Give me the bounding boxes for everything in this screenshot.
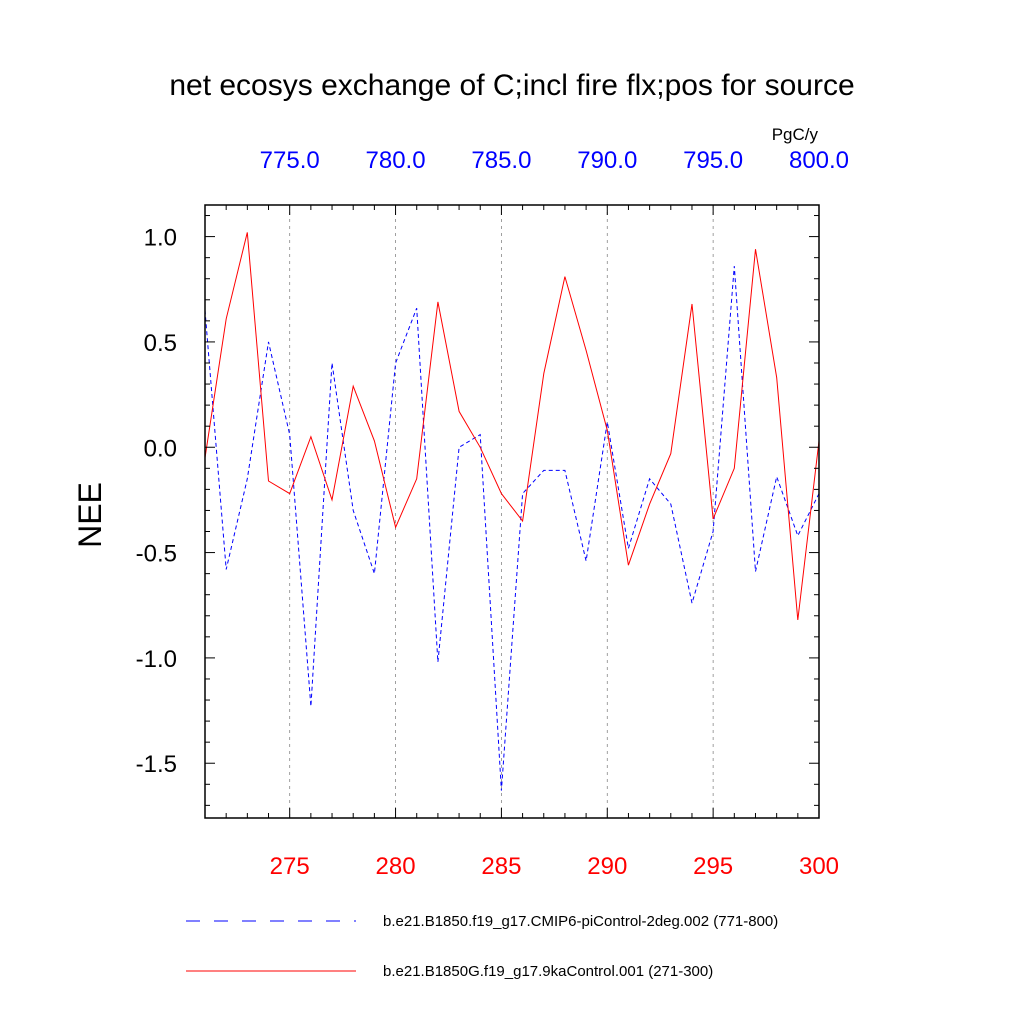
- y-tick-label: 1.0: [144, 225, 177, 252]
- top-x-tick-label: 785.0: [471, 147, 531, 174]
- chart-title: net ecosys exchange of C;incl fire flx;p…: [169, 69, 854, 102]
- series-layer: [204, 232, 820, 791]
- x-tick-label: 285: [481, 853, 521, 880]
- y-axis-label: NEE: [72, 482, 108, 548]
- x-tick-label: 300: [799, 853, 839, 880]
- axis-tick-labels: 1.0 0.5 0.0 -0.5 -1.0 -1.5 275 280 285 290 295 300 7…: [136, 147, 849, 880]
- legend-label-cmip6-picontrol: b.e21.B1850.f19_g17.CMIP6-piControl-2deg…: [383, 913, 778, 930]
- series-line-0: [204, 266, 820, 791]
- x-tick-label: 280: [376, 853, 416, 880]
- plot-frame: [204, 204, 820, 819]
- legend: b.e21.B1850.f19_g17.CMIP6-piControl-2deg…: [186, 913, 778, 980]
- top-x-tick-label: 780.0: [366, 147, 426, 174]
- legend-label-9ka-control: b.e21.B1850G.f19_g17.9kaControl.001 (271…: [383, 963, 713, 980]
- x-tick-label: 290: [587, 853, 627, 880]
- y-tick-label: -1.5: [136, 751, 177, 778]
- y-tick-label: 0.5: [144, 330, 177, 357]
- y-tick-label: -0.5: [136, 541, 177, 568]
- y-tick-label: 0.0: [144, 435, 177, 462]
- top-x-tick-label: 800.0: [789, 147, 849, 174]
- top-x-tick-label: 790.0: [577, 147, 637, 174]
- x-tick-label: 275: [270, 853, 310, 880]
- y-tick-label: -1.0: [136, 646, 177, 673]
- top-x-tick-label: 795.0: [683, 147, 743, 174]
- units-label: PgC/y: [772, 125, 819, 144]
- axis-ticks: [204, 205, 820, 818]
- top-x-tick-label: 775.0: [260, 147, 320, 174]
- series-line-1: [204, 232, 820, 621]
- x-tick-label: 295: [693, 853, 733, 880]
